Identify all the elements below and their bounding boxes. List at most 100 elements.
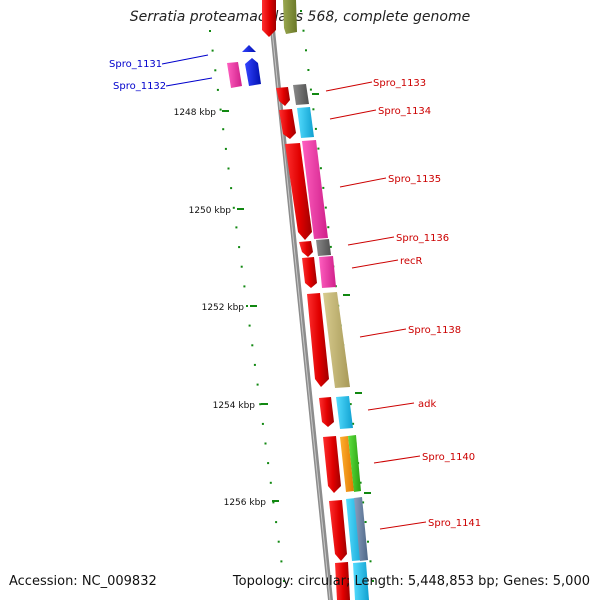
- cds-bottom-cyan[interactable]: [353, 562, 369, 600]
- minor-tick-dot: [309, 88, 312, 91]
- tick-r3: [355, 392, 362, 394]
- label-spro-1141[interactable]: Spro_1141: [428, 518, 481, 529]
- label-spro-1133[interactable]: Spro_1133: [373, 78, 426, 89]
- minor-tick-dot: [319, 167, 322, 170]
- strand-plus: [293, 84, 369, 600]
- cds-spro-1133[interactable]: [293, 84, 309, 105]
- minor-tick-dot: [322, 186, 325, 189]
- right-leaders: [325, 81, 427, 530]
- leader-spro-1141: [379, 521, 427, 530]
- minor-tick-dot: [362, 501, 365, 504]
- minor-tick-dot: [364, 521, 367, 523]
- minor-tick-dot: [219, 108, 222, 111]
- minor-tick-dot: [235, 226, 238, 229]
- cds-spro-1140-orange[interactable]: [340, 436, 354, 492]
- map-title: Serratia proteamaculans 568, complete ge…: [129, 9, 471, 25]
- label-recR[interactable]: recR: [400, 256, 423, 267]
- cds-red-3[interactable]: [285, 143, 312, 240]
- minor-tick-dot: [238, 246, 241, 249]
- cds-recR[interactable]: [319, 256, 336, 288]
- minor-tick-dot: [261, 422, 264, 425]
- label-adk[interactable]: adk: [418, 399, 436, 410]
- minor-tick-dot: [372, 580, 374, 582]
- minor-tick-dot: [251, 344, 254, 347]
- cds-red-8[interactable]: [323, 436, 341, 493]
- leader-spro-1140: [373, 455, 421, 464]
- cds-spro-1138[interactable]: [323, 292, 350, 388]
- cds-adk[interactable]: [336, 396, 353, 429]
- minor-tick-dot: [272, 501, 275, 504]
- minor-tick-dot: [277, 540, 280, 543]
- minor-tick-dot: [214, 69, 217, 72]
- leader-spro-1132: [165, 77, 213, 87]
- tick-r1: [312, 93, 319, 95]
- leader-spro-1133: [325, 81, 373, 92]
- cds-spro-1141-steel[interactable]: [354, 497, 368, 561]
- minor-tick-dot: [211, 49, 214, 52]
- position-ticks: [222, 93, 371, 502]
- cds-top-olive[interactable]: [283, 0, 297, 34]
- label-spro-1131[interactable]: Spro_1131: [109, 59, 162, 70]
- leader-spro-1136: [347, 236, 395, 246]
- tick-r4: [364, 492, 371, 494]
- minor-tick-dot: [267, 462, 270, 465]
- strand-minus: [276, 87, 350, 600]
- leader-spro-1134: [329, 109, 377, 120]
- minor-tick-dot: [314, 127, 317, 130]
- tick-label-1256: 1256 kbp: [224, 498, 267, 508]
- minor-tick-dot: [352, 422, 355, 425]
- label-spro-1140[interactable]: Spro_1140: [422, 452, 475, 463]
- cds-spro-1135[interactable]: [302, 140, 328, 239]
- leader-recR: [351, 259, 399, 269]
- cds-spro-1134[interactable]: [297, 107, 314, 138]
- label-spro-1132[interactable]: Spro_1132: [113, 81, 166, 92]
- minor-tick-dot: [230, 187, 233, 190]
- minor-tick-dot: [369, 560, 372, 563]
- label-spro-1134[interactable]: Spro_1134: [378, 106, 431, 117]
- genome-summary-text: Topology: circular; Length: 5,448,853 bp…: [232, 574, 590, 589]
- minor-tick-dot: [275, 521, 278, 524]
- cds-top-red[interactable]: [262, 0, 276, 37]
- label-spro-1138[interactable]: Spro_1138: [408, 325, 461, 336]
- cds-spro-1136[interactable]: [316, 239, 331, 256]
- tick-label-1248: 1248 kbp: [174, 108, 217, 118]
- label-spro-1135[interactable]: Spro_1135: [388, 174, 441, 185]
- minor-tick-dot: [307, 69, 310, 71]
- cds-red-6[interactable]: [307, 293, 329, 387]
- minor-tick-dot: [329, 245, 332, 248]
- label-spro-1136[interactable]: Spro_1136: [396, 233, 449, 244]
- minor-tick-dot: [359, 481, 362, 484]
- minor-tick-dot: [248, 324, 251, 327]
- minor-tick-dot: [216, 88, 219, 91]
- cds-red-1[interactable]: [276, 87, 290, 106]
- cds-red-7[interactable]: [319, 397, 334, 427]
- minor-tick-dot: [312, 108, 315, 111]
- minor-tick-dot: [246, 305, 248, 307]
- minor-tick-dot: [269, 481, 272, 484]
- minor-tick-dot: [240, 265, 243, 268]
- minor-tick-dot: [264, 442, 267, 445]
- minor-tick-dot: [209, 30, 211, 32]
- cds-red-4[interactable]: [299, 241, 313, 257]
- minor-tick-dot: [327, 226, 330, 229]
- cds-spro-1140-green[interactable]: [348, 435, 361, 492]
- cds-red-9[interactable]: [329, 500, 347, 561]
- minor-tick-dot: [367, 540, 369, 543]
- tick-1250: [237, 208, 244, 210]
- minor-tick-dot: [222, 128, 225, 131]
- cds-red-5[interactable]: [302, 257, 317, 288]
- tick-1248: [222, 110, 229, 112]
- cds-spro-1131[interactable]: [242, 45, 256, 52]
- minor-tick-dot: [302, 29, 305, 32]
- cds-red-10[interactable]: [335, 562, 350, 600]
- cds-red-2[interactable]: [279, 109, 296, 139]
- cds-spro-1132-pink[interactable]: [227, 62, 242, 88]
- cds-spro-1132-blue[interactable]: [245, 58, 261, 86]
- tick-1254: [261, 403, 268, 405]
- minor-tick-dot: [317, 147, 320, 150]
- minor-tick-dot: [305, 49, 307, 52]
- right-labels: Spro_1133 Spro_1134 Spro_1135 Spro_1136 …: [373, 78, 481, 529]
- minor-tick-dot: [300, 10, 302, 12]
- minor-tick-dot: [224, 147, 227, 150]
